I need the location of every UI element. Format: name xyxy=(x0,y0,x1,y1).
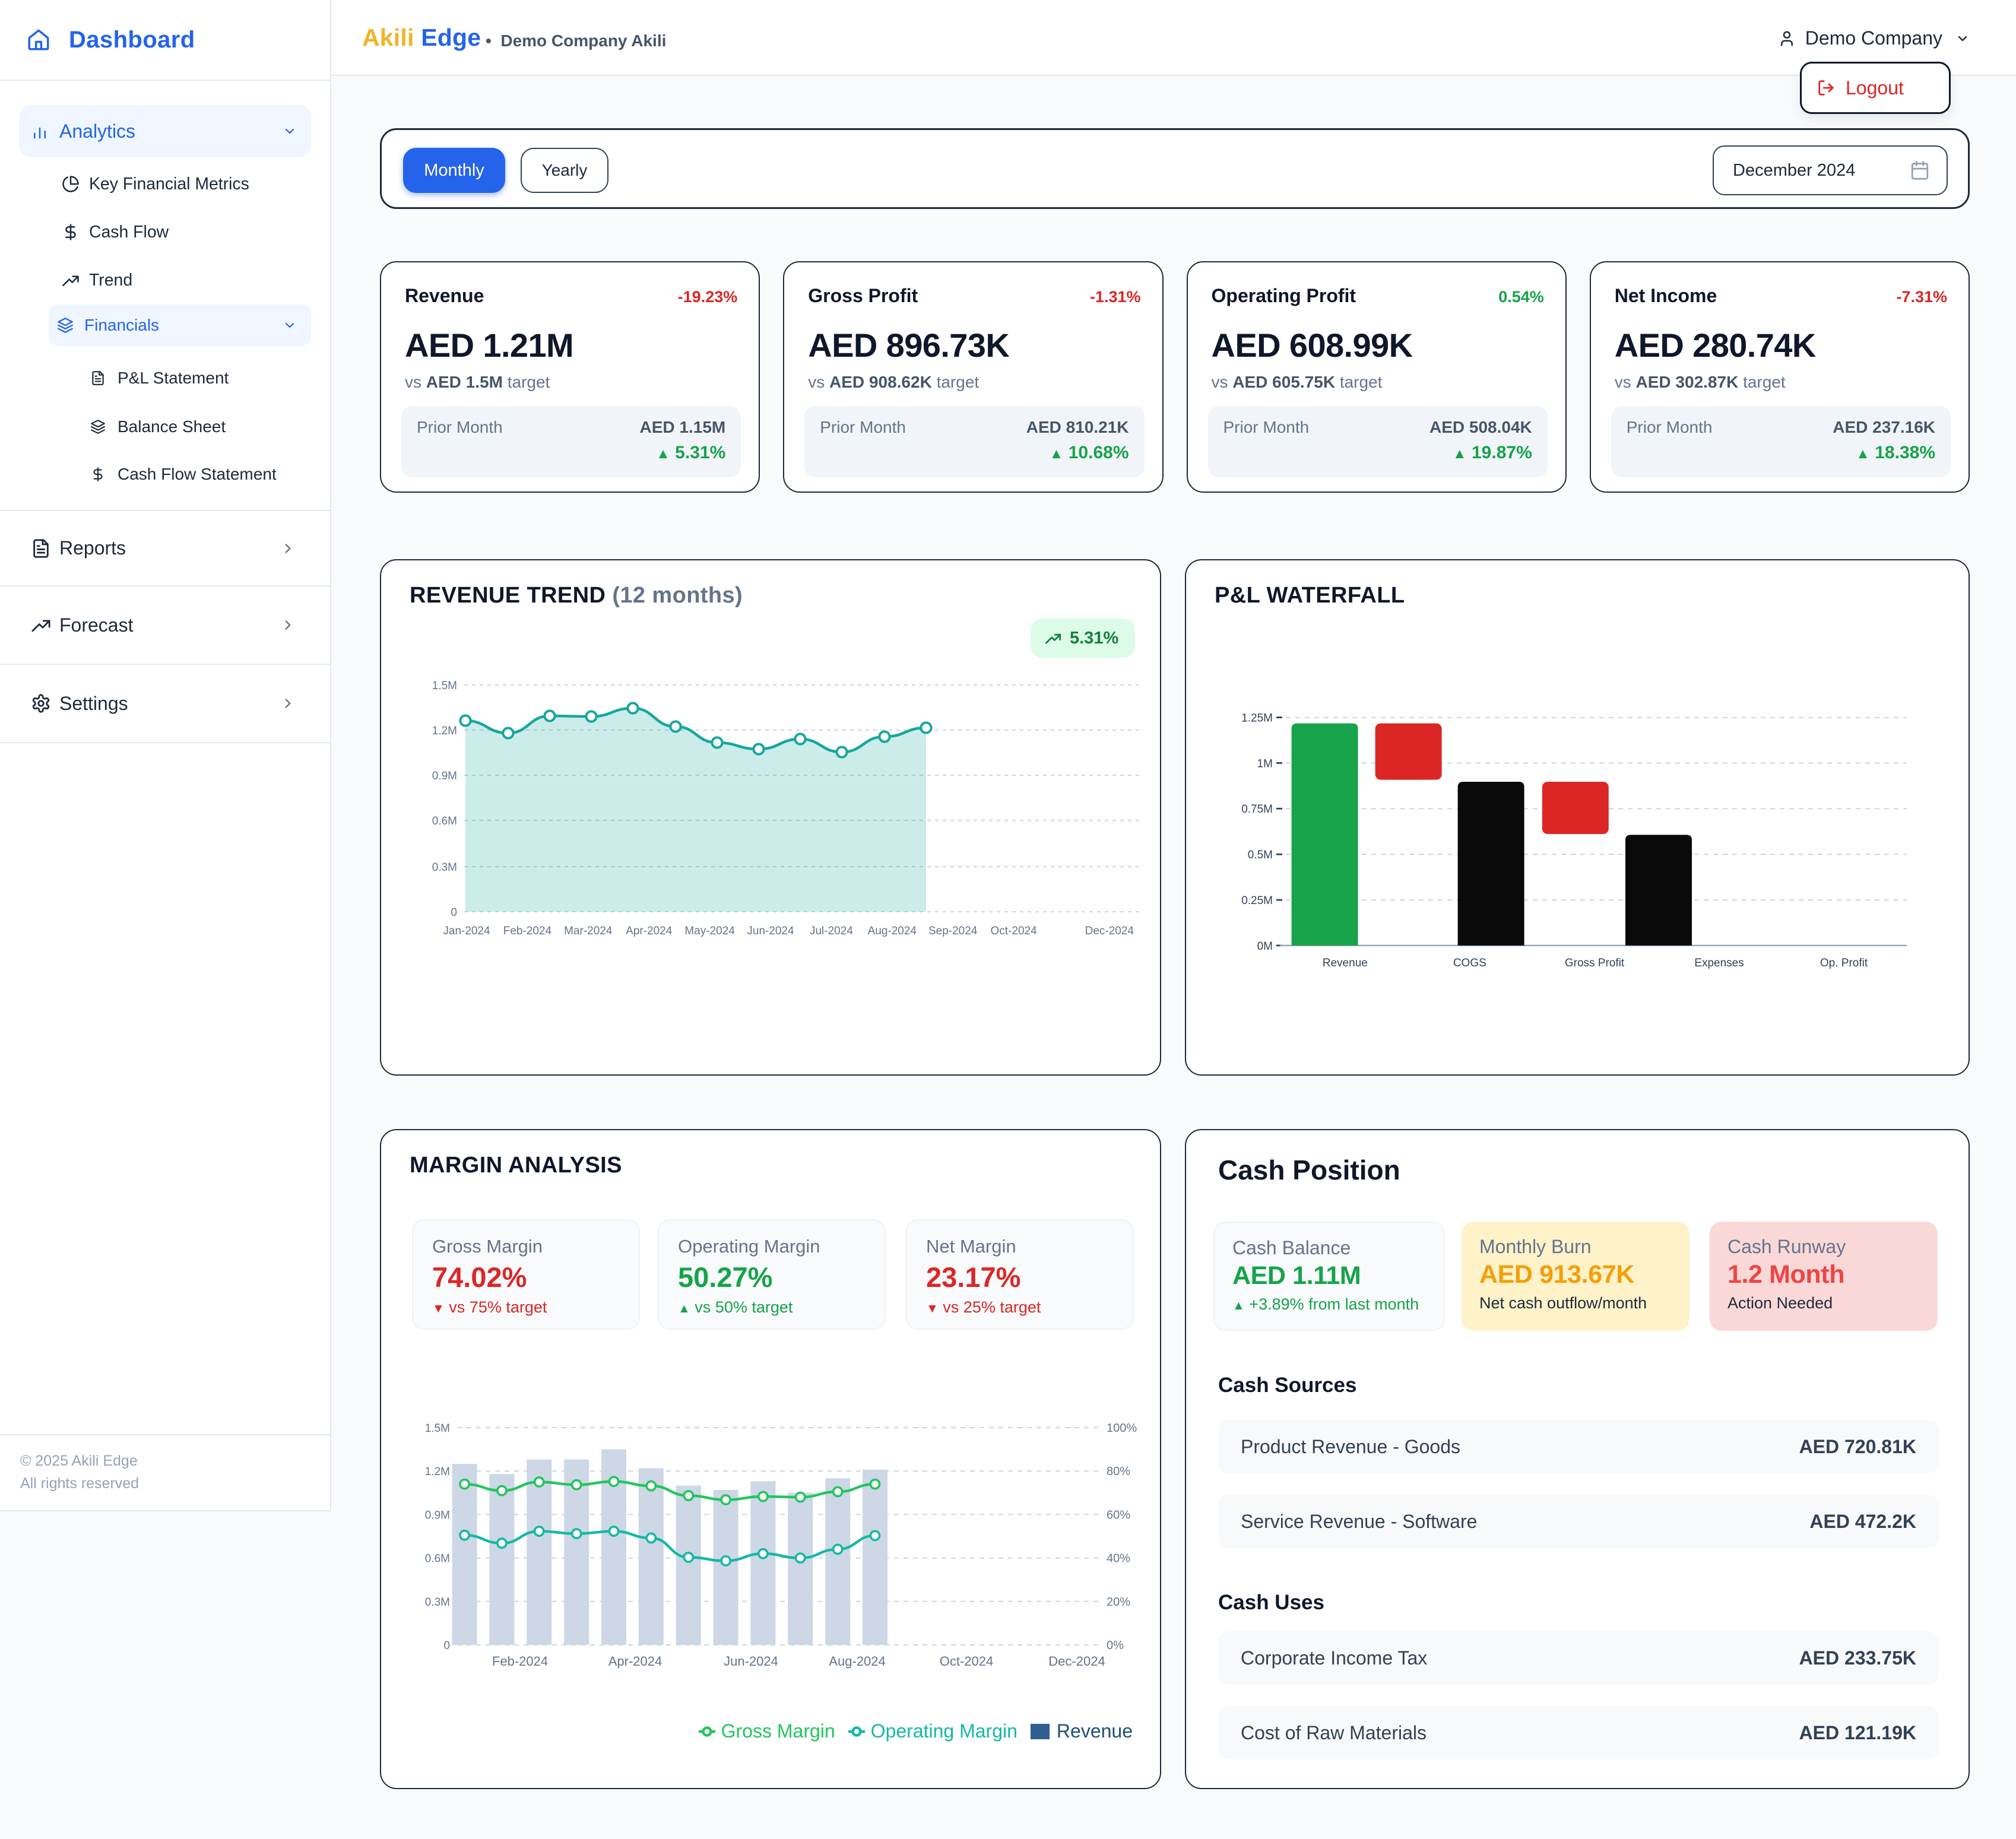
svg-text:0M: 0M xyxy=(1257,940,1273,953)
svg-text:Sep-2024: Sep-2024 xyxy=(928,925,978,937)
svg-text:0.3M: 0.3M xyxy=(425,1596,450,1609)
svg-text:0: 0 xyxy=(443,1640,450,1652)
svg-text:Apr-2024: Apr-2024 xyxy=(626,925,673,937)
svg-text:0: 0 xyxy=(451,906,457,919)
svg-text:Feb-2024: Feb-2024 xyxy=(492,1654,548,1669)
svg-text:COGS: COGS xyxy=(1453,957,1486,969)
svg-text:1M: 1M xyxy=(1257,757,1273,770)
svg-text:Revenue: Revenue xyxy=(1323,957,1368,969)
svg-text:1.5M: 1.5M xyxy=(425,1422,450,1435)
svg-text:0.75M: 0.75M xyxy=(1241,803,1273,816)
svg-text:0.9M: 0.9M xyxy=(432,770,457,782)
svg-text:40%: 40% xyxy=(1107,1552,1130,1565)
svg-text:1.2M: 1.2M xyxy=(425,1466,450,1478)
svg-text:0%: 0% xyxy=(1107,1639,1124,1652)
svg-text:0.25M: 0.25M xyxy=(1241,895,1273,907)
svg-text:Aug-2024: Aug-2024 xyxy=(829,1654,885,1669)
svg-text:0.6M: 0.6M xyxy=(432,815,457,827)
svg-text:Expenses: Expenses xyxy=(1694,957,1744,969)
svg-text:Feb-2024: Feb-2024 xyxy=(503,925,552,937)
svg-text:Dec-2024: Dec-2024 xyxy=(1085,925,1134,937)
svg-text:Op. Profit: Op. Profit xyxy=(1820,957,1868,969)
svg-text:0.6M: 0.6M xyxy=(425,1553,450,1565)
svg-text:May-2024: May-2024 xyxy=(684,925,735,937)
svg-text:0.3M: 0.3M xyxy=(432,861,457,874)
svg-text:Jul-2024: Jul-2024 xyxy=(810,925,853,937)
svg-text:Jun-2024: Jun-2024 xyxy=(724,1654,778,1669)
svg-text:20%: 20% xyxy=(1107,1596,1130,1609)
svg-text:Jun-2024: Jun-2024 xyxy=(747,925,794,937)
svg-text:Mar-2024: Mar-2024 xyxy=(564,925,613,937)
svg-text:1.5M: 1.5M xyxy=(432,680,457,692)
svg-text:100%: 100% xyxy=(1107,1422,1137,1435)
svg-text:Gross Profit: Gross Profit xyxy=(1565,957,1625,969)
svg-text:1.2M: 1.2M xyxy=(432,725,457,737)
svg-text:0.5M: 0.5M xyxy=(1248,849,1273,861)
svg-text:Oct-2024: Oct-2024 xyxy=(940,1654,994,1669)
svg-text:80%: 80% xyxy=(1107,1465,1130,1478)
svg-text:60%: 60% xyxy=(1107,1508,1130,1521)
svg-text:Dec-2024: Dec-2024 xyxy=(1048,1654,1105,1669)
svg-text:0.9M: 0.9M xyxy=(425,1509,450,1521)
svg-text:Jan-2024: Jan-2024 xyxy=(443,925,490,937)
svg-text:Aug-2024: Aug-2024 xyxy=(868,925,917,937)
svg-text:Oct-2024: Oct-2024 xyxy=(991,925,1038,937)
svg-text:1.25M: 1.25M xyxy=(1241,712,1273,725)
svg-text:Apr-2024: Apr-2024 xyxy=(608,1654,663,1669)
